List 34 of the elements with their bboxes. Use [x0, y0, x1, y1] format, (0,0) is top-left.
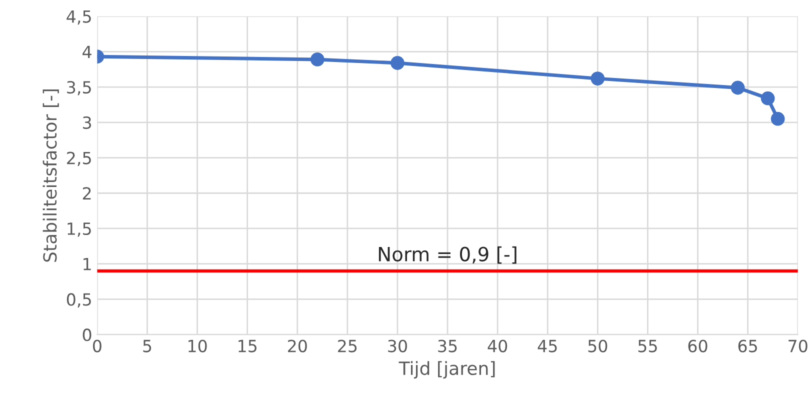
y-tick-label: 3,5: [67, 81, 91, 96]
y-tick-label: 2,5: [67, 152, 91, 166]
y-tick-label: 0,5: [66, 293, 91, 308]
point: [310, 52, 324, 66]
y-tick-label: 2: [82, 187, 91, 200]
x-tick-label: 10: [188, 340, 207, 352]
y-axis-title: Stabiliteitsfactor [-]: [42, 89, 59, 262]
y-tick-label: 4,5: [66, 10, 91, 25]
x-tick-label: 0: [92, 340, 102, 352]
x-axis-title: Tijd [jaren]: [398, 361, 495, 379]
x-tick-label: 60: [688, 340, 708, 352]
y-tick-label: 0: [82, 328, 92, 342]
x-tick-label: 15: [238, 340, 256, 352]
y-tick-label: 4: [82, 46, 92, 58]
x-tick-label: 5: [143, 340, 152, 352]
x-tick-label: 30: [388, 340, 407, 352]
x-tick-label: 45: [538, 340, 557, 352]
x-tick-label: 20: [288, 340, 307, 352]
x-tick-label: 25: [338, 340, 357, 352]
y-tick-label: 1,5: [68, 222, 91, 237]
y-tick-label: 1: [84, 258, 91, 270]
y-tick-label: 3: [83, 116, 92, 129]
x-tick-label: 50: [588, 340, 608, 352]
point: [390, 56, 404, 70]
x-tick-label: 70: [788, 340, 808, 352]
point: [590, 72, 605, 86]
point: [730, 80, 745, 95]
point: [770, 112, 785, 126]
x-tick-label: 55: [638, 340, 657, 352]
x-tick-label: 65: [738, 340, 757, 352]
x-tick-label: 40: [488, 340, 508, 352]
x-tick-label: 35: [438, 340, 457, 352]
ref-line-label: Norm = 0,9 [-]: [378, 246, 516, 264]
point: [760, 91, 775, 106]
